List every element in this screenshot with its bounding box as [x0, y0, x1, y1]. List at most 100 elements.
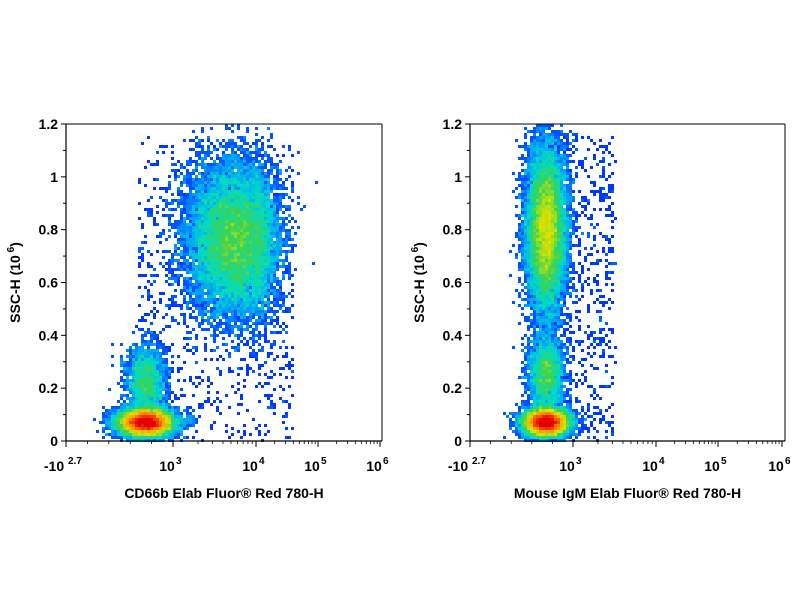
density-cell: [183, 262, 186, 265]
density-cell: [231, 346, 234, 349]
density-cell: [554, 331, 557, 334]
density-cell: [243, 223, 246, 226]
density-cell: [234, 187, 237, 190]
density-cell: [554, 214, 557, 217]
density-cell: [150, 436, 153, 439]
density-cell: [545, 145, 548, 148]
density-cell: [249, 292, 252, 295]
density-cell: [593, 154, 596, 157]
density-cell: [195, 190, 198, 193]
density-cell: [566, 277, 569, 280]
density-cell: [563, 235, 566, 238]
density-cell: [279, 169, 282, 172]
density-cell: [240, 271, 243, 274]
density-cell: [189, 196, 192, 199]
density-cell: [165, 352, 168, 355]
density-cell: [141, 376, 144, 379]
density-cell: [599, 295, 602, 298]
density-cell: [126, 367, 129, 370]
density-cell: [162, 151, 165, 154]
density-cell: [108, 424, 111, 427]
density-cell: [225, 208, 228, 211]
density-cell: [539, 346, 542, 349]
density-cell: [237, 163, 240, 166]
density-cell: [602, 157, 605, 160]
x-tick-exponent: 3: [176, 456, 182, 467]
density-cell: [530, 313, 533, 316]
density-cell: [267, 208, 270, 211]
density-cell: [590, 217, 593, 220]
density-cell: [228, 247, 231, 250]
density-cell: [264, 334, 267, 337]
density-cell: [539, 250, 542, 253]
density-cell: [114, 415, 117, 418]
density-cell: [569, 187, 572, 190]
density-cell: [584, 331, 587, 334]
density-cell: [536, 298, 539, 301]
density-cell: [575, 340, 578, 343]
density-cell: [192, 316, 195, 319]
density-cell: [515, 196, 518, 199]
density-cell: [189, 184, 192, 187]
density-cell: [557, 190, 560, 193]
density-cell: [198, 415, 201, 418]
density-cell: [189, 160, 192, 163]
density-cell: [195, 280, 198, 283]
density-cell: [524, 214, 527, 217]
density-cell: [258, 166, 261, 169]
density-cell: [590, 262, 593, 265]
density-cell: [255, 133, 258, 136]
density-cell: [282, 400, 285, 403]
density-cell: [270, 190, 273, 193]
density-cell: [554, 286, 557, 289]
density-cell: [545, 337, 548, 340]
density-cell: [261, 289, 264, 292]
density-cell: [563, 265, 566, 268]
density-cell: [264, 163, 267, 166]
density-cell: [524, 184, 527, 187]
density-cell: [189, 421, 192, 424]
density-cell: [246, 265, 249, 268]
density-cell: [195, 142, 198, 145]
density-cell: [153, 364, 156, 367]
density-cell: [210, 298, 213, 301]
density-cell: [267, 253, 270, 256]
density-cell: [542, 166, 545, 169]
density-cell: [273, 286, 276, 289]
density-cell: [186, 250, 189, 253]
density-cell: [132, 400, 135, 403]
density-cell: [147, 412, 150, 415]
density-cell: [165, 361, 168, 364]
density-cell: [539, 220, 542, 223]
density-cell: [216, 253, 219, 256]
density-cell: [566, 337, 569, 340]
density-cell: [267, 298, 270, 301]
density-cell: [234, 142, 237, 145]
density-cell: [138, 349, 141, 352]
density-cell: [150, 382, 153, 385]
density-cell: [159, 406, 162, 409]
density-cell: [524, 277, 527, 280]
density-cell: [204, 271, 207, 274]
density-cell: [551, 220, 554, 223]
density-cell: [186, 331, 189, 334]
density-cell: [153, 385, 156, 388]
density-cell: [557, 205, 560, 208]
density-cell: [231, 196, 234, 199]
density-cell: [216, 328, 219, 331]
density-cell: [255, 277, 258, 280]
density-cell: [234, 160, 237, 163]
density-cell: [180, 421, 183, 424]
density-cell: [237, 157, 240, 160]
density-cell: [189, 331, 192, 334]
density-cell: [536, 145, 539, 148]
density-cell: [282, 367, 285, 370]
density-cell: [183, 424, 186, 427]
density-cell: [273, 340, 276, 343]
density-cell: [261, 145, 264, 148]
density-cell: [270, 172, 273, 175]
density-cell: [228, 328, 231, 331]
density-cell: [252, 241, 255, 244]
density-cell: [225, 280, 228, 283]
density-cell: [138, 319, 141, 322]
